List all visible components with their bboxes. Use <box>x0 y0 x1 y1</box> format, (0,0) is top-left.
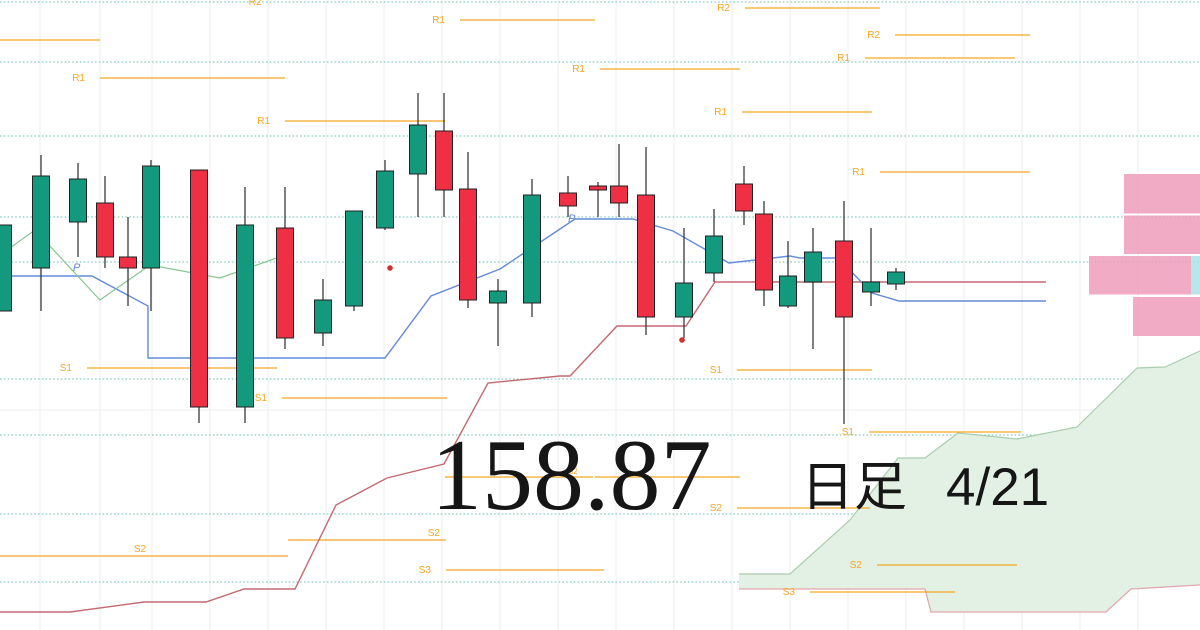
svg-text:R2: R2 <box>249 0 262 8</box>
svg-text:S1: S1 <box>60 363 73 374</box>
svg-text:S1: S1 <box>842 427 855 438</box>
svg-text:S2: S2 <box>710 503 723 514</box>
svg-text:R1: R1 <box>837 53 850 64</box>
svg-text:S3: S3 <box>783 587 796 598</box>
svg-text:S1: S1 <box>255 393 268 404</box>
svg-text:S1: S1 <box>710 365 723 376</box>
svg-text:S2: S2 <box>134 544 147 555</box>
svg-text:P: P <box>73 262 81 274</box>
svg-text:S2: S2 <box>850 560 863 571</box>
svg-text:4/21: 4/21 <box>946 458 1049 517</box>
svg-text:158.87: 158.87 <box>431 419 712 532</box>
svg-text:R1: R1 <box>72 73 85 84</box>
svg-text:R2: R2 <box>717 3 730 14</box>
svg-text:R1: R1 <box>257 116 270 127</box>
svg-text:日足: 日足 <box>801 458 907 517</box>
svg-text:S3: S3 <box>419 565 432 576</box>
svg-text:P: P <box>568 213 576 225</box>
svg-text:R2: R2 <box>867 30 880 41</box>
svg-text:R1: R1 <box>852 167 865 178</box>
svg-text:R1: R1 <box>572 64 585 75</box>
svg-text:R1: R1 <box>714 107 727 118</box>
svg-text:R1: R1 <box>432 15 445 26</box>
